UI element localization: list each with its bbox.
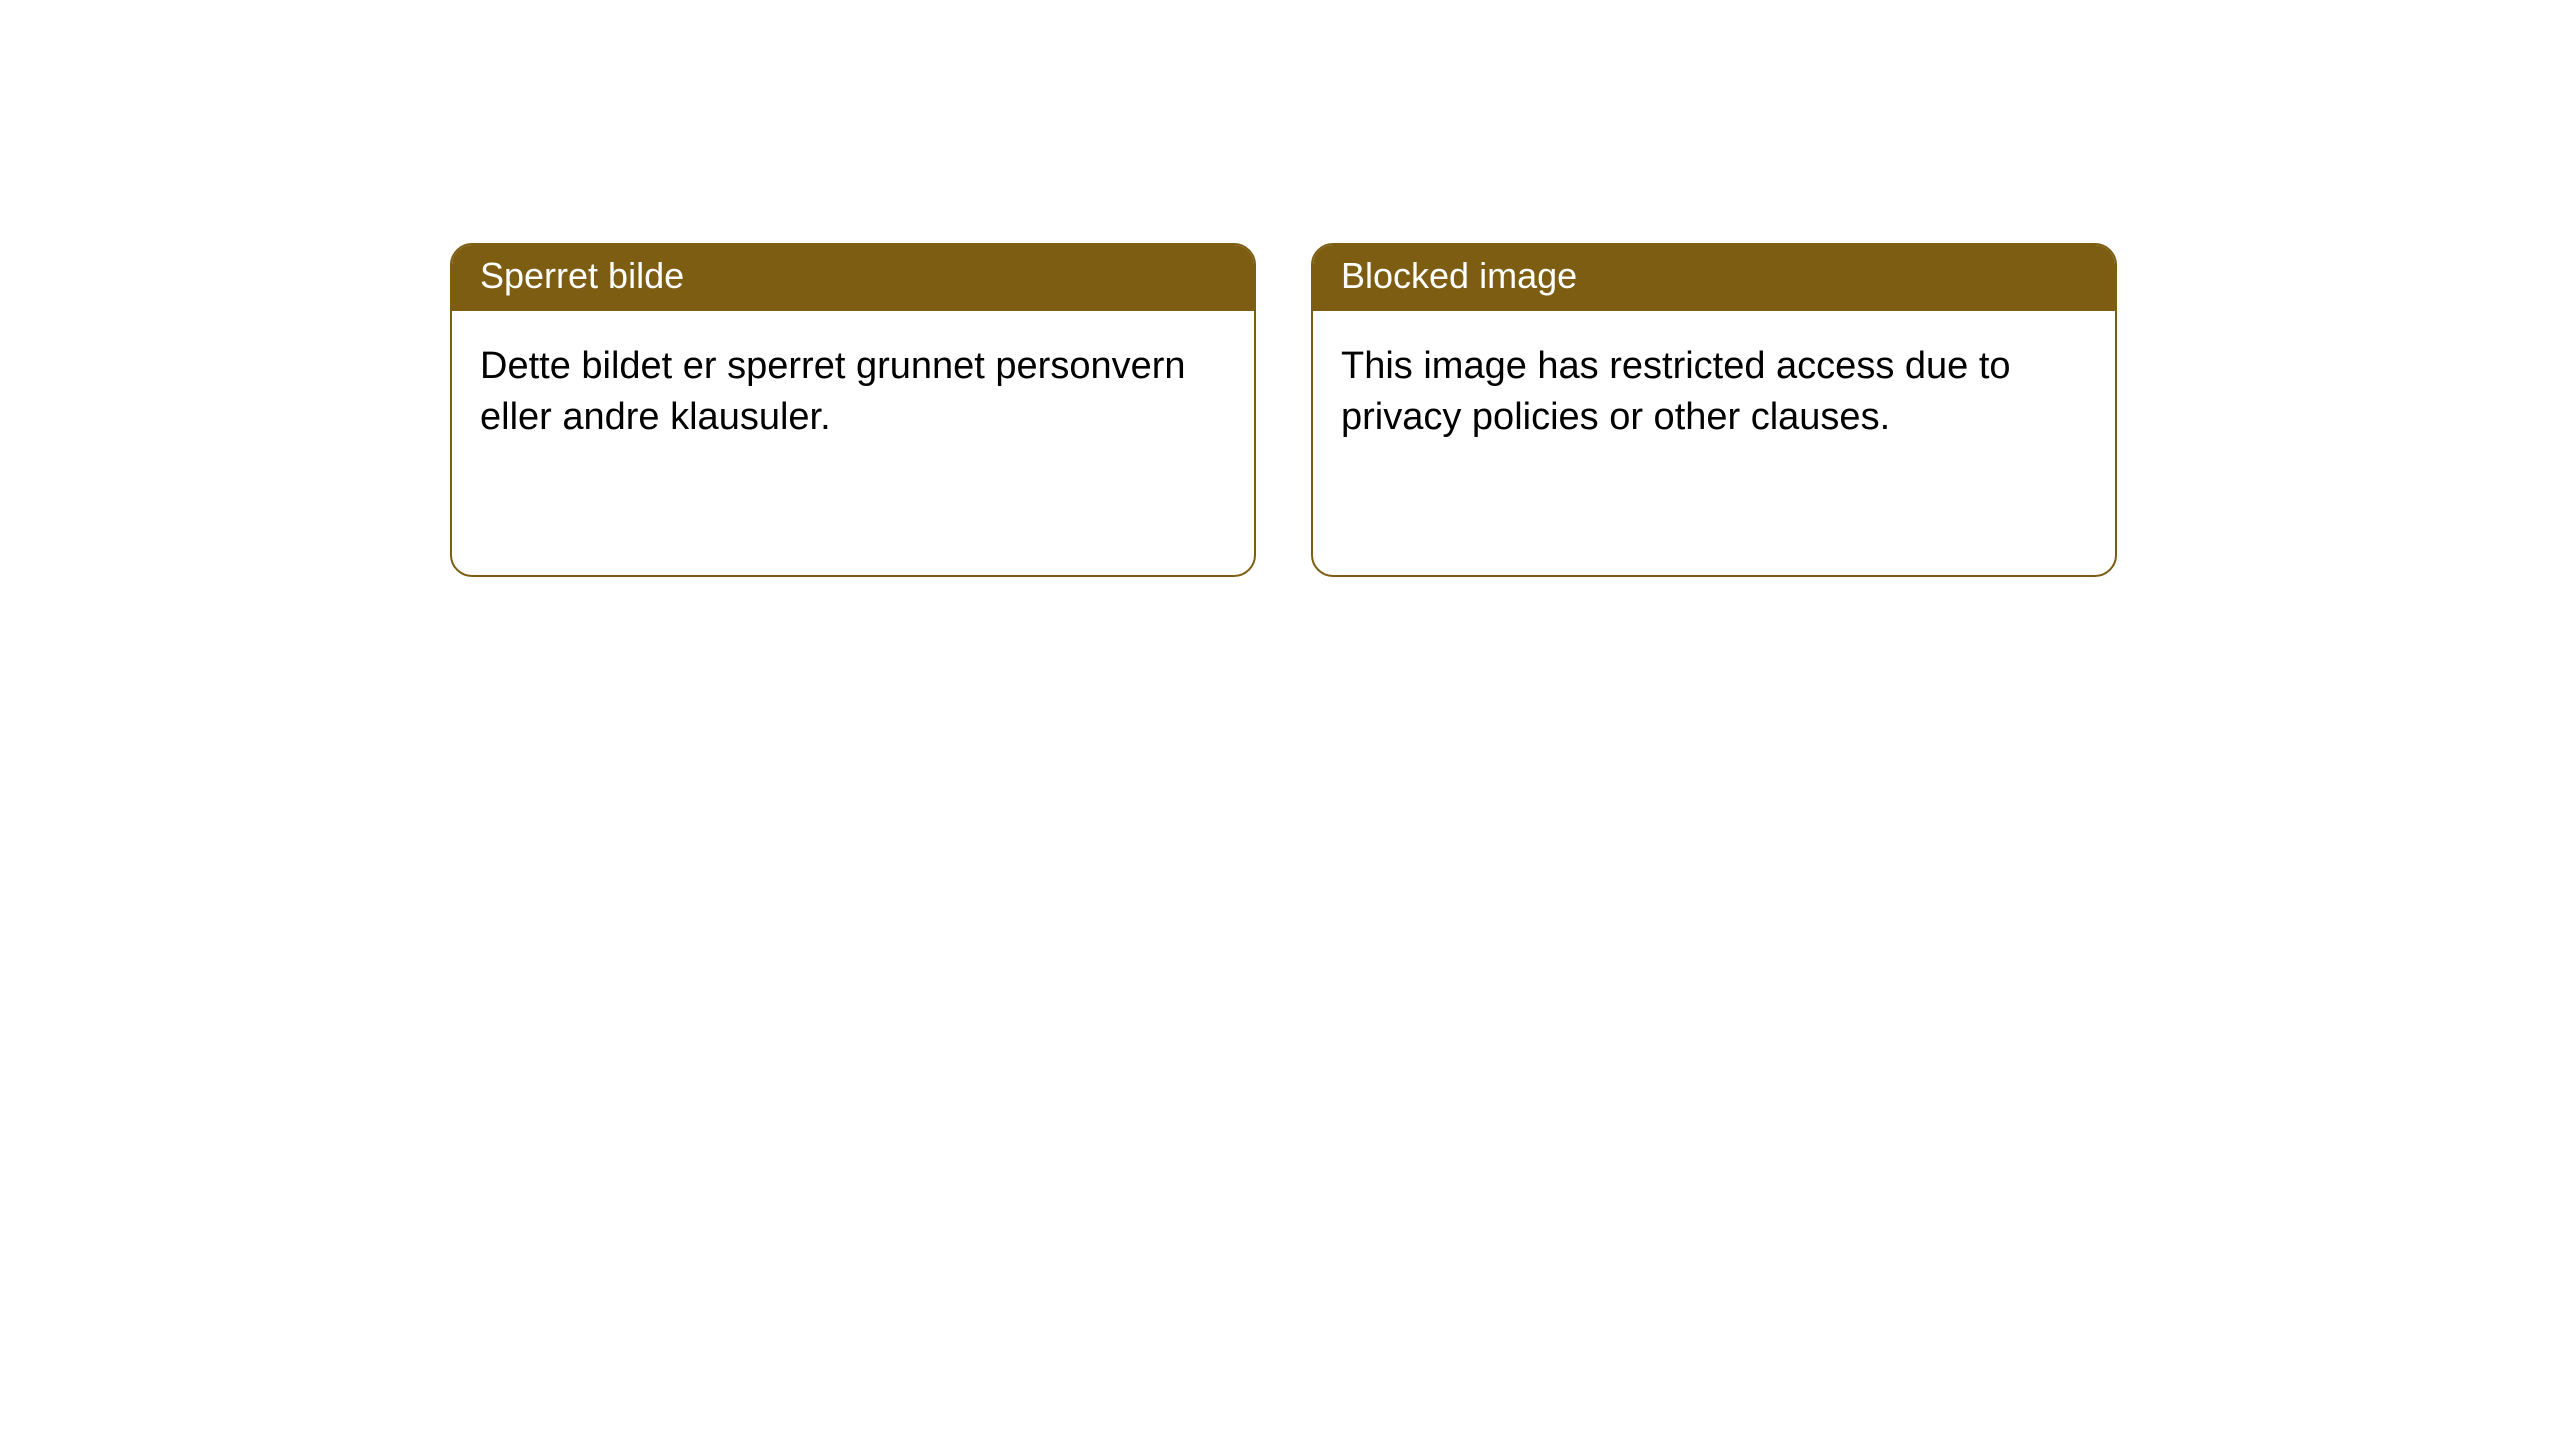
notice-title: Blocked image — [1313, 245, 2115, 311]
notice-title: Sperret bilde — [452, 245, 1254, 311]
notice-body-text: Dette bildet er sperret grunnet personve… — [452, 311, 1254, 474]
notice-card-english: Blocked image This image has restricted … — [1311, 243, 2117, 577]
notice-cards-container: Sperret bilde Dette bildet er sperret gr… — [450, 243, 2560, 577]
notice-body-text: This image has restricted access due to … — [1313, 311, 2115, 474]
notice-card-norwegian: Sperret bilde Dette bildet er sperret gr… — [450, 243, 1256, 577]
